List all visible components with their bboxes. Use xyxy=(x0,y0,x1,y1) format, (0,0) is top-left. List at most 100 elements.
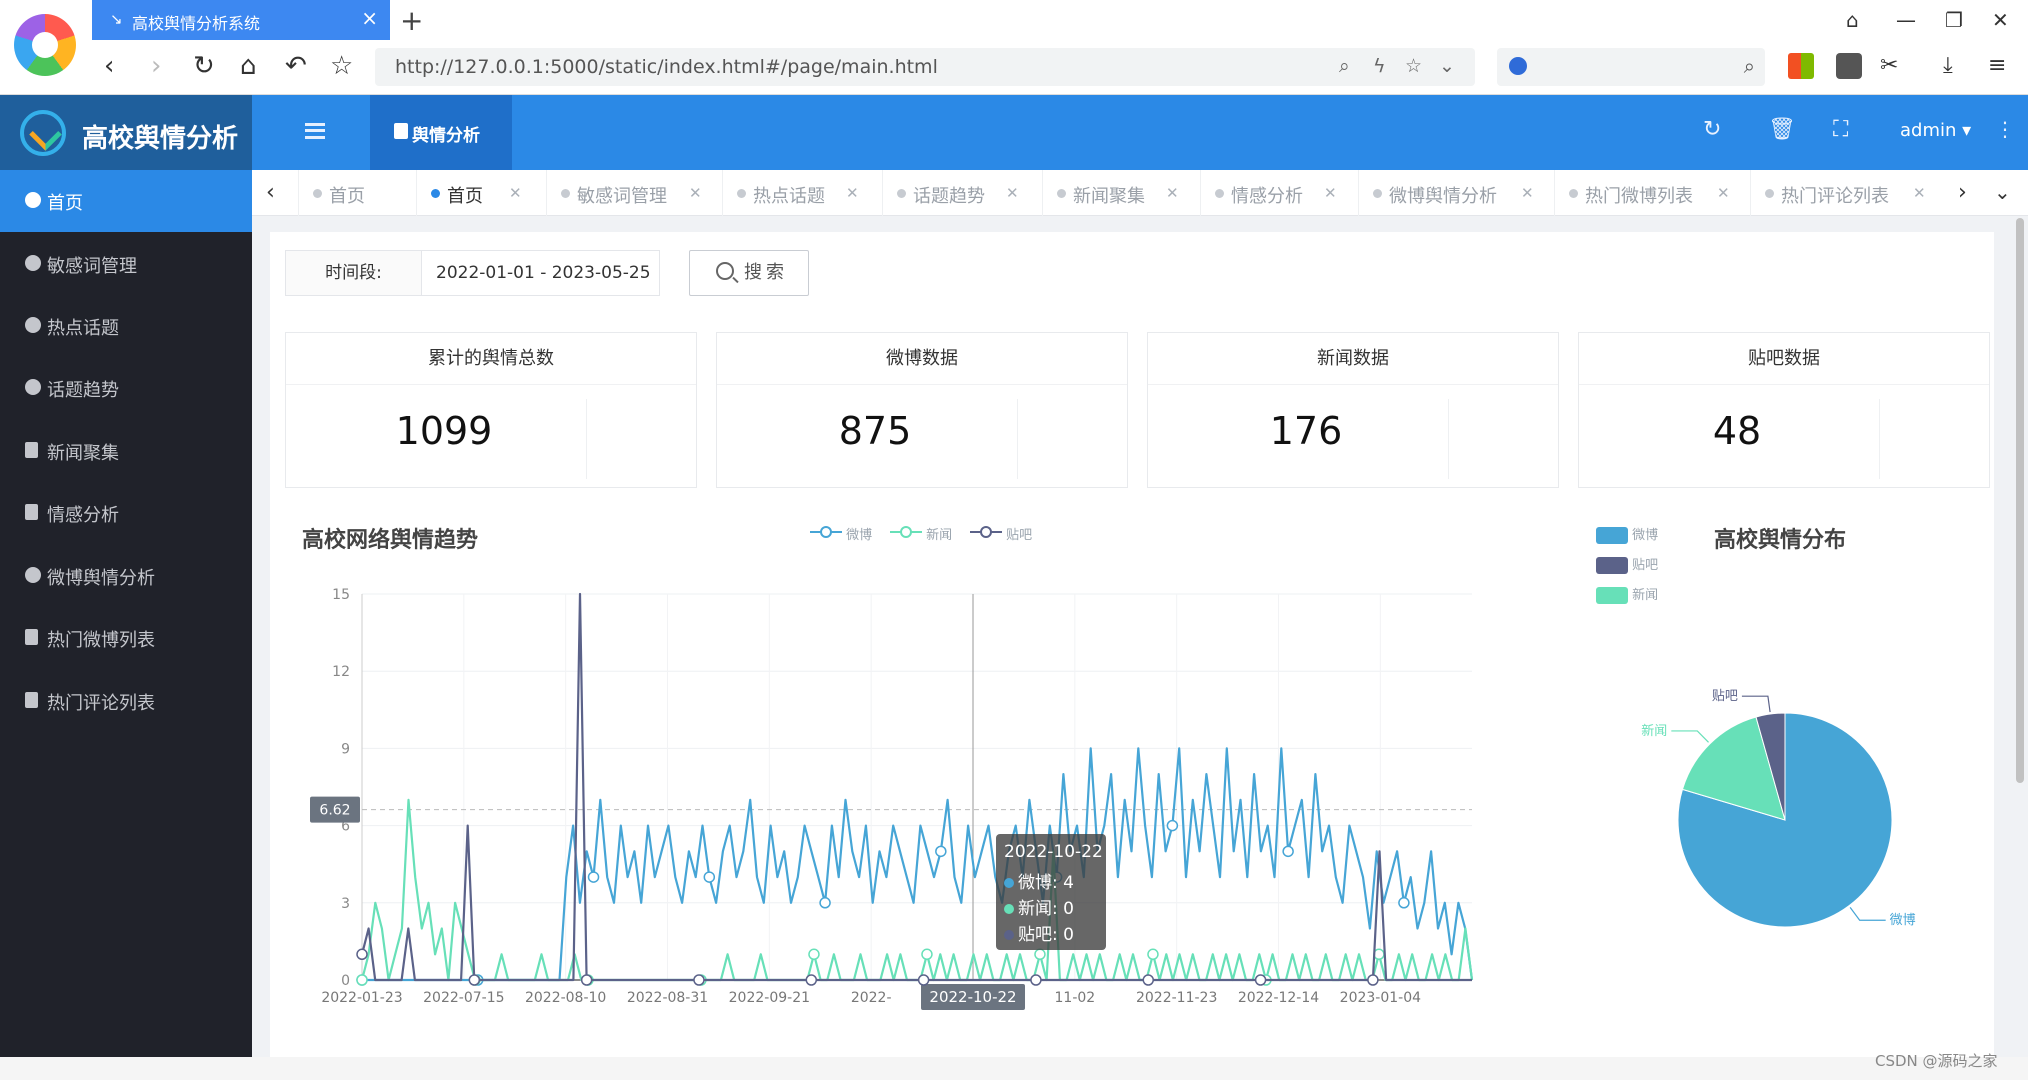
tab-news-cluster[interactable]: 新闻聚集 ✕ xyxy=(1042,170,1185,216)
tab-sentiment[interactable]: 情感分析 ✕ xyxy=(1200,170,1343,216)
sidebar-item-weibo-analysis[interactable]: 微博舆情分析 xyxy=(0,545,252,607)
tabs-menu-chevron-down-icon[interactable]: ⌄ xyxy=(1994,180,2011,204)
search-button[interactable]: 搜索 xyxy=(689,250,809,296)
chart-tooltip: 2022-10-22 微博: 4 新闻: 0 贴吧: 0 xyxy=(996,834,1106,950)
sidebar-item-sensitive-words[interactable]: 敏感词管理 xyxy=(0,233,252,295)
tab-dot xyxy=(431,189,440,198)
series-line-新闻 xyxy=(360,798,1474,982)
sidebar-item-hot-topics[interactable]: 热点话题 xyxy=(0,295,252,357)
stat-title: 累计的舆情总数 xyxy=(286,333,696,385)
undo-icon[interactable]: ↶ xyxy=(285,51,307,81)
tab-close-icon[interactable]: ✕ xyxy=(1913,184,1926,202)
address-bar[interactable]: http://127.0.0.1:5000/static/index.html#… xyxy=(375,48,1475,86)
stat-card-weibo: 微博数据 875 xyxy=(716,332,1128,488)
tab-close-icon[interactable]: ✕ xyxy=(1006,184,1019,202)
chevron-down-icon[interactable]: ⌄ xyxy=(1439,55,1455,77)
sidebar-item-home[interactable]: 首页 xyxy=(0,170,252,232)
sidebar-item-label: 热点话题 xyxy=(47,318,119,339)
tab-dot xyxy=(737,189,746,198)
window-close-button[interactable]: ✕ xyxy=(1992,8,2009,32)
legend-news[interactable]: 新闻 xyxy=(890,524,952,543)
browser-status-bar xyxy=(0,1057,2028,1080)
trash-icon[interactable]: 🗑 xyxy=(1768,117,1796,142)
apps-grid-icon[interactable] xyxy=(1788,53,1814,79)
date-range-input[interactable]: 2022-01-01 - 2023-05-25 xyxy=(421,250,660,296)
refresh-icon[interactable]: ↻ xyxy=(1703,117,1722,142)
pie-slice-贴吧[interactable] xyxy=(1755,712,1786,821)
reload-icon[interactable]: ↻ xyxy=(193,51,215,81)
sidebar-item-hot-weibo-list[interactable]: 热门微博列表 xyxy=(0,607,252,669)
download-icon[interactable]: ⤓ xyxy=(1943,53,1953,78)
series-point xyxy=(1142,974,1154,986)
y-pointer-badge xyxy=(310,796,360,823)
url-text[interactable]: http://127.0.0.1:5000/static/index.html#… xyxy=(395,56,938,78)
series-point xyxy=(917,974,930,986)
browser-search-box[interactable]: ⌕ xyxy=(1497,48,1765,86)
scissors-icon[interactable]: ✂ xyxy=(1880,53,1899,78)
tab-dot xyxy=(1373,189,1382,198)
tab-close-icon[interactable]: ✕ xyxy=(509,184,522,202)
tooltip-value: 贴吧: 0 xyxy=(1018,925,1074,945)
tab-hot-topics[interactable]: 热点话题 ✕ xyxy=(722,170,865,216)
restore-button[interactable]: ❐ xyxy=(1945,8,1963,32)
tab-home[interactable]: 首页 ✕ xyxy=(416,170,530,216)
x-tick-label: 11-02 xyxy=(1055,990,1096,1006)
document-icon xyxy=(25,692,38,708)
forward-icon[interactable]: › xyxy=(151,51,162,81)
zoom-icon[interactable]: ⌕ xyxy=(1339,55,1350,77)
tooltip-dot xyxy=(1004,904,1014,914)
app-header: 高校舆情分析 舆情分析 ↻ 🗑 ⛶ admin ▾ ⋮ xyxy=(0,95,2028,170)
tab-weibo-analysis[interactable]: 微博舆情分析 ✕ xyxy=(1358,170,1540,216)
lightning-icon[interactable]: ϟ xyxy=(1373,55,1386,77)
legend-weibo[interactable]: 微博 xyxy=(810,524,872,543)
home-icon[interactable]: ⌂ xyxy=(240,51,257,81)
fullscreen-icon[interactable]: ⛶ xyxy=(1833,117,1849,142)
favorite-star-icon[interactable]: ☆ xyxy=(330,51,354,81)
sidebar-item-news-cluster[interactable]: 新闻聚集 xyxy=(0,420,252,482)
trend-line-chart[interactable]: 0 3 6 9 12 15 2022-01-23 2022-07-15 2022-08-10 20… xyxy=(0,560,1540,1020)
page-tabs: ‹ 首页 首页 ✕ 敏感词管理 ✕ 热点话题 ✕ 话题趋势 ✕ 新闻聚集 ✕ 情… xyxy=(252,170,2028,216)
sidebar-item-hot-comments-list[interactable]: 热门评论列表 xyxy=(0,670,252,732)
distribution-pie-chart[interactable]: 微博 新闻 贴吧 xyxy=(1560,670,2000,950)
reader-icon[interactable] xyxy=(1836,53,1862,79)
pie-legend-tieba[interactable]: 贴吧 xyxy=(1596,554,1658,574)
pie-slice-新闻[interactable] xyxy=(1681,716,1786,821)
pie-legend-weibo[interactable]: 微博 xyxy=(1596,524,1658,544)
sidebar-toggle-icon[interactable] xyxy=(305,123,325,139)
minimize-button[interactable]: — xyxy=(1896,8,1916,32)
legend-tieba[interactable]: 贴吧 xyxy=(970,524,1032,543)
tab-close-icon[interactable]: ✕ xyxy=(1324,184,1337,202)
tab-sensitive-words[interactable]: 敏感词管理 ✕ xyxy=(546,170,708,216)
top-nav-tab[interactable]: 舆情分析 xyxy=(370,95,512,170)
browser-logo-icon[interactable] xyxy=(14,14,76,76)
bookmark-star-icon[interactable]: ☆ xyxy=(1405,55,1423,77)
tab-close-icon[interactable]: ✕ xyxy=(846,184,859,202)
browser-tab[interactable]: ↘ 高校舆情分析系统 × xyxy=(92,0,390,40)
sidebar-item-sentiment[interactable]: 情感分析 xyxy=(0,482,252,544)
more-vertical-icon[interactable]: ⋮ xyxy=(1995,117,2015,141)
tab-close-icon[interactable]: ✕ xyxy=(1717,184,1730,202)
tabs-scroll-right-icon[interactable]: › xyxy=(1958,180,1967,205)
search-icon[interactable]: ⌕ xyxy=(1743,54,1755,78)
tab-close-icon[interactable]: ✕ xyxy=(689,184,702,202)
tab-home-pinned[interactable]: 首页 xyxy=(298,170,402,216)
page-scrollbar[interactable] xyxy=(2016,218,2024,783)
shirt-icon[interactable]: ⌂ xyxy=(1846,8,1859,32)
tab-topic-trend[interactable]: 话题趋势 ✕ xyxy=(882,170,1025,216)
user-menu[interactable]: admin ▾ xyxy=(1900,120,1972,141)
new-tab-button[interactable]: + xyxy=(400,4,424,37)
menu-icon[interactable]: ≡ xyxy=(1988,53,2007,78)
tab-hot-comments-list[interactable]: 热门评论列表 ✕ xyxy=(1750,170,1936,216)
series-point xyxy=(819,897,831,909)
tab-hot-weibo-list[interactable]: 热门微博列表 ✕ xyxy=(1554,170,1736,216)
tooltip-row-weibo: 微博: 4 xyxy=(1004,868,1074,893)
sidebar-item-topic-trend[interactable]: 话题趋势 xyxy=(0,357,252,419)
tab-close-icon[interactable]: ✕ xyxy=(1166,184,1179,202)
tab-close-button[interactable]: × xyxy=(361,6,378,30)
tabs-scroll-left-icon[interactable]: ‹ xyxy=(266,180,275,205)
tab-close-icon[interactable]: ✕ xyxy=(1521,184,1534,202)
y-tick-label: 6 xyxy=(341,819,350,835)
back-icon[interactable]: ‹ xyxy=(104,51,115,81)
pie-legend-news[interactable]: 新闻 xyxy=(1596,584,1658,604)
series-point xyxy=(356,974,368,986)
